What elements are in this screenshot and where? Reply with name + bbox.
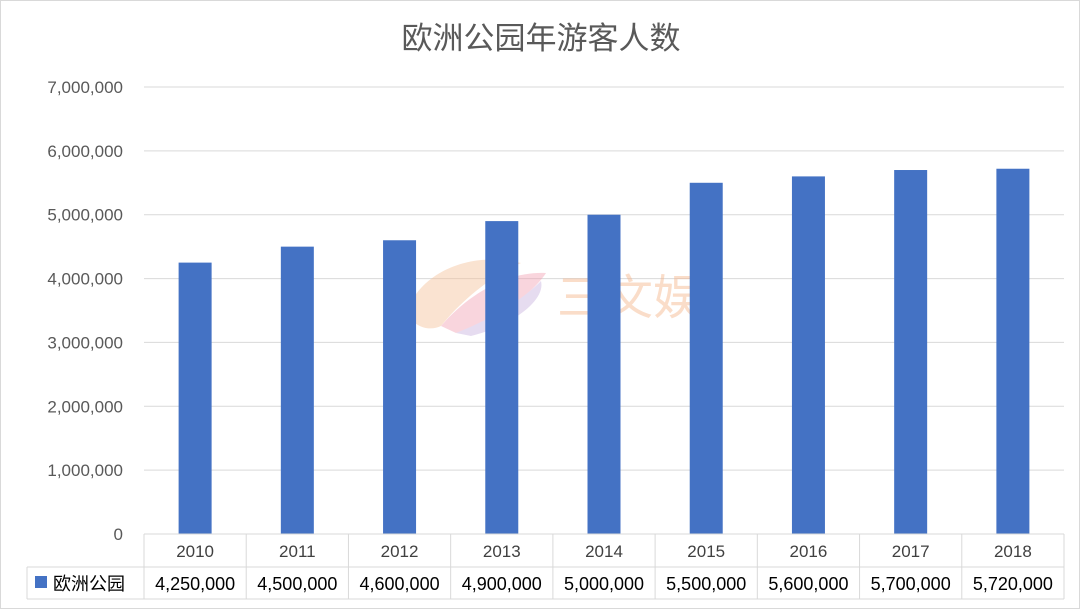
data-table-value: 4,600,000 xyxy=(360,574,440,594)
data-table-value: 4,900,000 xyxy=(462,574,542,594)
watermark-logo-icon xyxy=(406,259,546,336)
chart-title: 欧洲公园年游客人数 xyxy=(402,21,681,57)
data-table: 2010 2011 2012 2013 2014 2015 2016 2017 2018 欧洲公园… xyxy=(26,533,1065,600)
y-tick-label: 4,000,000 xyxy=(47,270,123,289)
data-table-value: 5,720,000 xyxy=(973,574,1053,594)
x-tick-label: 2016 xyxy=(790,542,828,561)
data-table-value: 5,500,000 xyxy=(666,574,746,594)
bars xyxy=(178,168,1030,535)
x-tick-label: 2014 xyxy=(585,542,623,561)
x-tick-label: 2015 xyxy=(687,542,725,561)
data-table-value: 5,700,000 xyxy=(871,574,951,594)
x-tick-label: 2012 xyxy=(381,542,419,561)
y-tick-label: 1,000,000 xyxy=(47,461,123,480)
y-tick-label: 7,000,000 xyxy=(47,78,123,97)
x-tick-label: 2013 xyxy=(483,542,521,561)
bar xyxy=(894,170,928,534)
bar xyxy=(178,262,212,534)
x-tick-label: 2010 xyxy=(176,542,214,561)
bar xyxy=(587,214,621,534)
watermark: 三文娱 xyxy=(406,259,701,336)
bar xyxy=(485,221,519,534)
y-tick-label: 5,000,000 xyxy=(47,206,123,225)
bar xyxy=(280,246,314,534)
legend-swatch xyxy=(35,576,47,588)
data-table-value: 5,600,000 xyxy=(768,574,848,594)
data-table-value: 5,000,000 xyxy=(564,574,644,594)
x-tick-label: 2018 xyxy=(994,542,1032,561)
bar xyxy=(689,182,723,535)
x-tick-label: 2017 xyxy=(892,542,930,561)
bar xyxy=(791,176,825,534)
bar xyxy=(383,240,417,534)
legend-label: 欧洲公园 xyxy=(53,574,125,595)
y-tick-label: 6,000,000 xyxy=(47,142,123,161)
y-tick-label: 3,000,000 xyxy=(47,333,123,352)
data-table-value: 4,250,000 xyxy=(155,574,235,594)
y-tick-label: 0 xyxy=(114,525,123,544)
bar xyxy=(996,168,1030,535)
x-tick-label: 2011 xyxy=(279,542,316,561)
watermark-text: 三文娱 xyxy=(557,270,701,326)
data-table-value: 4,500,000 xyxy=(257,574,337,594)
y-tick-label: 2,000,000 xyxy=(47,397,123,416)
y-axis-ticks: 0 1,000,000 2,000,000 3,000,000 4,000,000 5,0… xyxy=(47,78,123,544)
